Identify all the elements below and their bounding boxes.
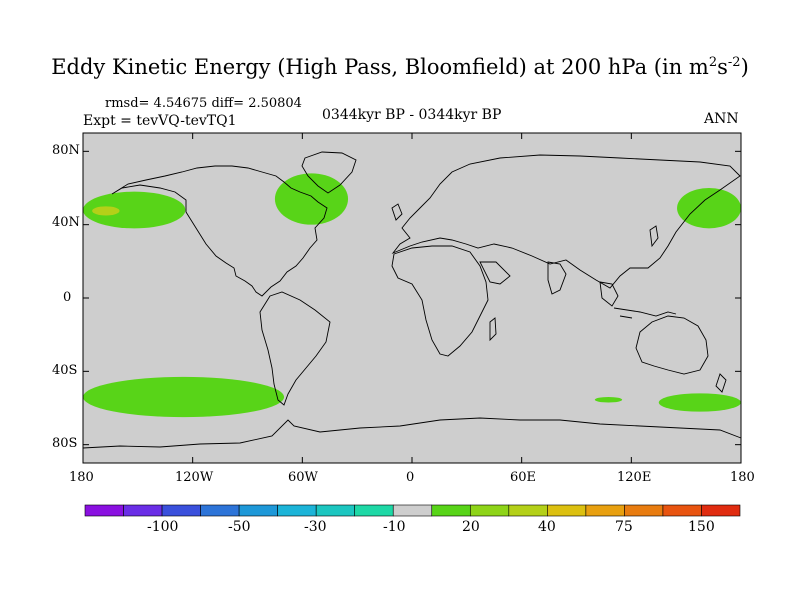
colorbar-swatch — [508, 504, 548, 517]
colorbar-swatch — [200, 504, 240, 517]
chart-title: Eddy Kinetic Energy (High Pass, Bloomfie… — [51, 55, 749, 79]
lat-label-80s: 80S — [52, 436, 78, 451]
lon-label-60w: 60W — [288, 470, 318, 485]
colorbar-label-40: 40 — [538, 519, 556, 535]
coast-antarctica — [82, 417, 742, 449]
coast-australia — [635, 315, 709, 375]
colorbar-swatch — [662, 504, 702, 517]
colorbar-swatch — [277, 504, 317, 517]
colorbar-swatch — [161, 504, 201, 517]
colorbar-swatch — [701, 504, 741, 517]
lat-label-0: 0 — [63, 290, 72, 305]
coast-indonesia — [613, 307, 677, 319]
lat-label-80n: 80N — [52, 143, 80, 158]
north-pacific-anomaly — [83, 191, 186, 229]
colorbar-swatch — [354, 504, 394, 517]
coastlines — [82, 151, 742, 449]
colorbar — [84, 504, 741, 517]
coast-south-america — [259, 291, 331, 406]
coast-japan — [649, 225, 659, 248]
anomaly-regions — [83, 173, 741, 418]
map-ticks — [82, 133, 742, 463]
colorbar-swatch — [238, 504, 278, 517]
coast-eurasia — [391, 154, 741, 289]
coast-africa — [391, 245, 489, 357]
colorbar-swatch — [392, 504, 433, 517]
stats-text: rmsd= 4.54675 diff= 2.50804 — [105, 96, 302, 111]
colorbar-swatch — [431, 504, 471, 517]
north-pacific-core — [92, 206, 120, 216]
colorbar-swatch — [315, 504, 356, 517]
colorbar-swatch — [469, 504, 510, 517]
coast-north-america — [111, 165, 328, 297]
north-atlantic-anomaly — [274, 173, 349, 225]
period-label: 0344kyr BP - 0344kyr BP — [322, 107, 502, 123]
colorbar-label-75: 75 — [615, 519, 633, 535]
colorbar-label-neg30: -30 — [304, 519, 327, 535]
lon-label-120w: 120W — [175, 470, 214, 485]
colorbar-swatch — [585, 504, 625, 517]
colorbar-swatch — [547, 504, 587, 517]
colorbar-swatch — [624, 504, 664, 517]
season-label: ANN — [704, 111, 739, 127]
lon-label-120e: 120E — [617, 470, 652, 485]
south-indian-anomaly — [594, 397, 623, 403]
coast-greenland — [301, 151, 357, 194]
coast-new-zealand — [715, 373, 727, 393]
coast-uk — [391, 203, 403, 221]
colorbar-label-150: 150 — [688, 519, 715, 535]
colorbar-label-20: 20 — [462, 519, 480, 535]
south-pacific-anomaly — [83, 376, 285, 418]
colorbar-swatch — [84, 504, 124, 517]
colorbar-swatch — [123, 504, 163, 517]
lon-label-0: 0 — [406, 470, 415, 485]
coast-arabia — [479, 261, 511, 285]
coast-southeast-asia — [599, 281, 619, 307]
southern-ocean-anomaly — [658, 393, 741, 412]
colorbar-label-neg100: -100 — [147, 519, 179, 535]
colorbar-label-neg10: -10 — [383, 519, 406, 535]
lat-label-40n: 40N — [52, 215, 80, 230]
lon-label-60e: 60E — [510, 470, 537, 485]
coast-india — [547, 261, 567, 295]
lon-label-180e: 180 — [730, 470, 755, 485]
colorbar-label-neg50: -50 — [228, 519, 251, 535]
lon-label-180w: 180 — [69, 470, 94, 485]
nw-pacific-anomaly — [677, 188, 741, 229]
experiment-label: Expt = tevVQ-tevTQ1 — [83, 113, 237, 129]
lat-label-40s: 40S — [52, 363, 78, 378]
coast-madagascar — [489, 317, 497, 342]
